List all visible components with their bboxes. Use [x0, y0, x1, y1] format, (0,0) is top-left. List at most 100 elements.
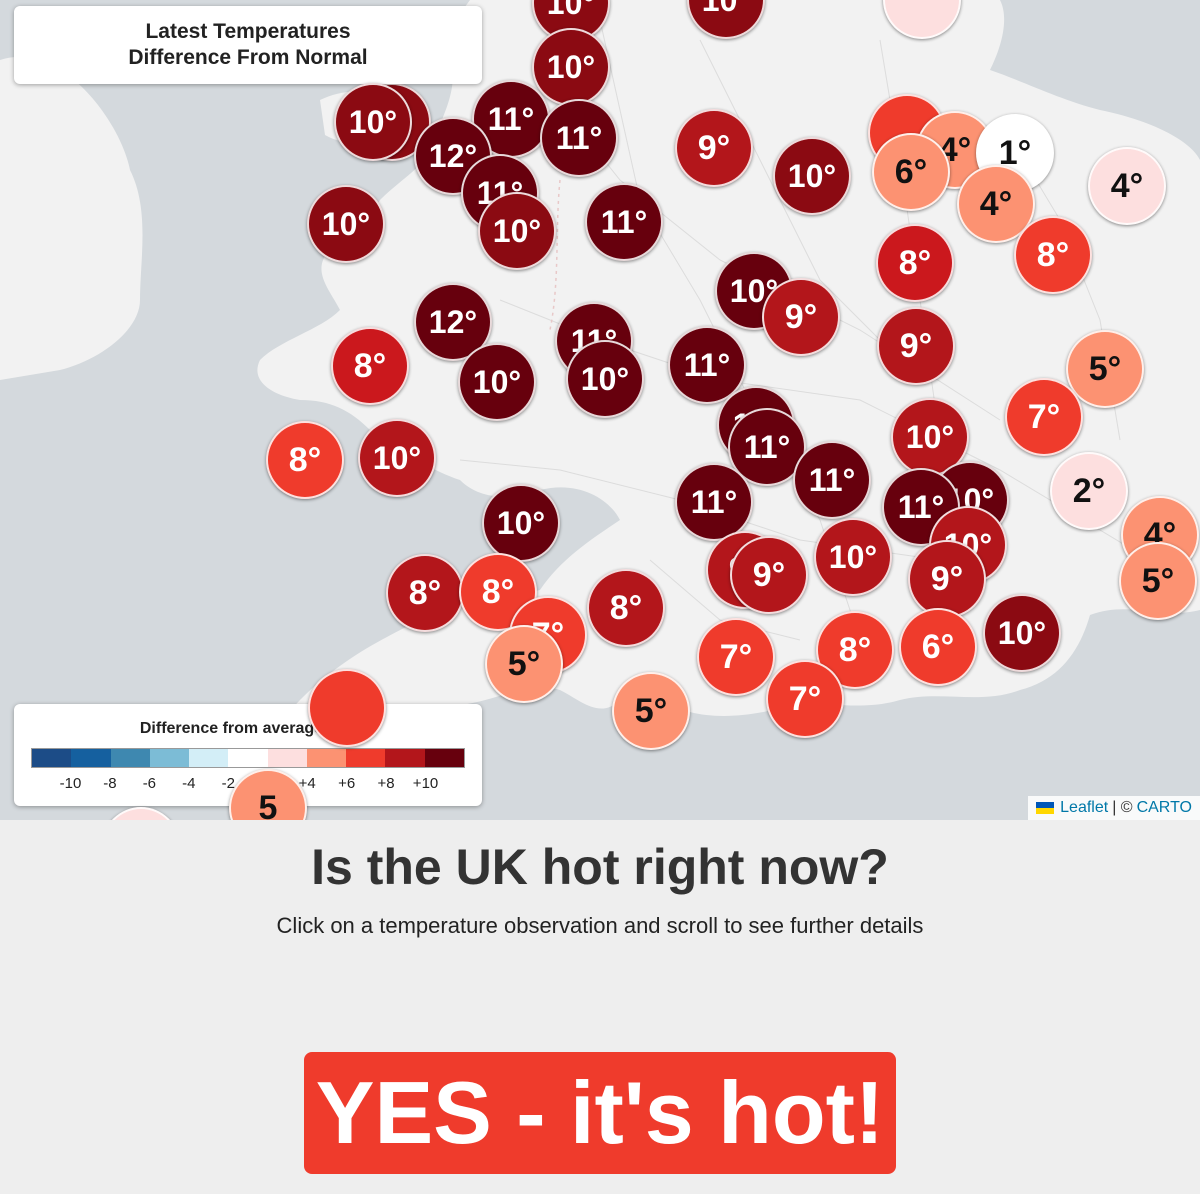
temperature-marker[interactable]: 9°	[675, 109, 753, 187]
temperature-marker[interactable]: 11°	[882, 468, 960, 546]
temperature-marker-label: 8°	[353, 346, 387, 385]
map-title-box: Latest Temperatures Difference From Norm…	[14, 6, 482, 84]
legend-color-bar	[31, 748, 465, 768]
temperature-marker-label: 2°	[1072, 471, 1106, 510]
temperature-marker[interactable]: 10°	[458, 343, 536, 421]
legend-swatch	[306, 749, 347, 767]
temperature-marker[interactable]: 5°	[612, 672, 690, 750]
temperature-marker-label: 5°	[1141, 561, 1175, 600]
legend-swatch	[267, 749, 307, 767]
temperature-marker[interactable]: 4°	[1088, 147, 1166, 225]
temperature-marker-label: 10°	[787, 157, 837, 194]
temperature-marker[interactable]: 10°	[307, 185, 385, 263]
temperature-marker[interactable]: 10°	[478, 192, 556, 270]
temperature-marker-label: 11°	[743, 428, 791, 465]
temperature-marker[interactable]: 11°	[585, 183, 663, 261]
temperature-marker[interactable]: 10°	[358, 419, 436, 497]
legend-swatch	[424, 749, 464, 767]
temperature-marker[interactable]: 9°	[730, 536, 808, 614]
legend-tick-label: -10	[59, 775, 82, 792]
temperature-marker[interactable]: 9°	[877, 307, 955, 385]
temperature-marker[interactable]: 2°	[1050, 452, 1128, 530]
temperature-marker[interactable]	[308, 669, 386, 747]
temperature-marker[interactable]: 5°	[1119, 542, 1197, 620]
temperature-marker-label: 9°	[784, 297, 818, 336]
temperature-marker-label: 8°	[609, 588, 643, 627]
temperature-marker-label: 5	[258, 788, 278, 821]
temperature-marker-label: 5°	[1088, 349, 1122, 388]
temperature-marker[interactable]: 10°	[773, 137, 851, 215]
temperature-marker-label: 9°	[697, 128, 731, 167]
temperature-marker[interactable]: 7°	[1005, 378, 1083, 456]
temperature-marker[interactable]: 5°	[485, 625, 563, 703]
temperature-marker[interactable]: 12°	[414, 117, 492, 195]
temperature-marker-label: 9°	[930, 559, 964, 598]
temperature-marker[interactable]: 10°	[532, 28, 610, 106]
temperature-marker-label: 11°	[683, 346, 731, 383]
map[interactable]: 10°10°10°10°11°12°11°9°10°4°1°6°4°4°10°1…	[0, 0, 1200, 820]
temperature-marker-label: 8°	[1036, 235, 1070, 274]
temperature-marker[interactable]: 10°	[983, 594, 1061, 672]
temperature-marker[interactable]: 8°	[386, 554, 464, 632]
temperature-marker-label: 8°	[288, 440, 322, 479]
temperature-marker[interactable]: 9°	[908, 540, 986, 618]
temperature-marker-label: 9°	[752, 555, 786, 594]
temperature-marker[interactable]: 11°	[675, 463, 753, 541]
temperature-marker[interactable]: 11°	[472, 80, 550, 158]
temperature-marker-label: 11°	[487, 100, 535, 137]
temperature-marker-label: 6°	[921, 627, 955, 666]
leaflet-link[interactable]: Leaflet	[1060, 799, 1109, 816]
temperature-marker-label: 10°	[828, 538, 878, 575]
temperature-marker[interactable]: 4°	[957, 165, 1035, 243]
map-title-line1: Latest Temperatures	[145, 20, 351, 43]
answer-banner: YES - it's hot!	[304, 1052, 896, 1174]
temperature-marker-label: 10°	[580, 360, 630, 397]
legend-swatch	[346, 749, 386, 767]
temperature-marker[interactable]: 6°	[872, 133, 950, 211]
temperature-marker-label: 4°	[1110, 166, 1144, 205]
temperature-marker[interactable]: 7°	[697, 618, 775, 696]
temperature-marker[interactable]: 8°	[876, 224, 954, 302]
legend-tick-label: -4	[182, 775, 196, 792]
temperature-marker-label: 7°	[788, 679, 822, 718]
temperature-marker[interactable]: 8°	[1014, 216, 1092, 294]
temperature-marker[interactable]: 5°	[1066, 330, 1144, 408]
legend-tick-label: +6	[338, 775, 356, 792]
map-title-line2: Difference From Normal	[128, 46, 368, 69]
legend-swatch	[71, 749, 111, 767]
legend-tick-label: -6	[142, 775, 157, 792]
temperature-marker[interactable]: 11°	[540, 99, 618, 177]
legend-swatch	[228, 749, 268, 767]
temperature-marker-label: 4°	[979, 184, 1013, 223]
temperature-marker-label: 10°	[905, 418, 955, 455]
temperature-marker-label: 10°	[496, 504, 546, 541]
temperature-marker[interactable]: 10°	[334, 83, 412, 161]
temperature-marker-label: 7°	[719, 637, 753, 676]
carto-link[interactable]: CARTO	[1136, 799, 1192, 816]
map-attribution: Leaflet | © CARTO	[1028, 796, 1200, 820]
temperature-marker-label: 8°	[838, 630, 872, 669]
temperature-marker[interactable]: 10°	[482, 484, 560, 562]
temperature-marker[interactable]: 11°	[668, 326, 746, 404]
temperature-marker-label: 12°	[428, 303, 478, 340]
temperature-marker[interactable]: 9°	[762, 278, 840, 356]
temperature-marker[interactable]: 7°	[766, 660, 844, 738]
temperature-marker-label: 11°	[555, 119, 603, 156]
temperature-marker-label: 8°	[408, 573, 442, 612]
temperature-marker[interactable]: 6°	[899, 608, 977, 686]
temperature-marker-label: 8°	[898, 243, 932, 282]
temperature-marker[interactable]: 8°	[331, 327, 409, 405]
legend-tick-label: -8	[103, 775, 117, 792]
temperature-marker-label: 10°	[321, 205, 371, 242]
temperature-marker[interactable]: 8°	[587, 569, 665, 647]
temperature-marker[interactable]: 10°	[566, 340, 644, 418]
temperature-marker[interactable]: 8°	[266, 421, 344, 499]
temperature-marker[interactable]: 11°	[793, 441, 871, 519]
temperature-marker-label: 6°	[894, 152, 928, 191]
temperature-marker-label: 11°	[808, 461, 856, 498]
page-subheading: Click on a temperature observation and s…	[276, 913, 924, 938]
temperature-marker-label: 10°	[492, 212, 542, 249]
temperature-marker[interactable]: 10°	[814, 518, 892, 596]
legend-swatch	[110, 749, 150, 767]
legend-tick-label: -2	[221, 775, 235, 792]
